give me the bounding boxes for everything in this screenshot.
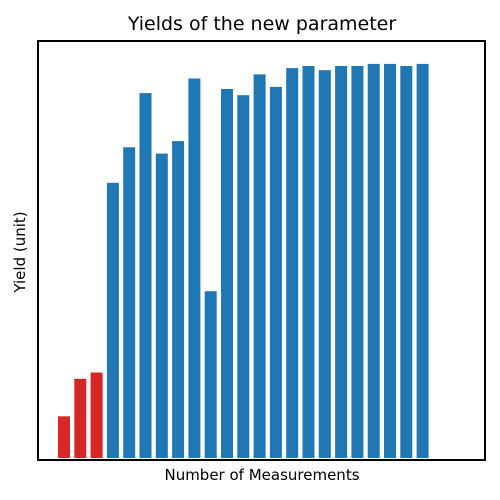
- bar: [188, 78, 201, 458]
- bar: [172, 141, 185, 458]
- bar-series: [58, 63, 429, 459]
- x-axis-label: Number of Measurements: [164, 466, 359, 484]
- bar: [204, 291, 217, 458]
- bar: [74, 378, 87, 458]
- bar: [384, 63, 396, 459]
- bar: [58, 416, 70, 458]
- bar: [335, 66, 348, 458]
- bar: [400, 66, 413, 458]
- bar: [155, 153, 168, 458]
- bar: [237, 95, 250, 458]
- bar: [318, 70, 331, 458]
- bar: [123, 147, 136, 459]
- bar: [106, 182, 119, 459]
- bar: [139, 93, 152, 458]
- plot-frame: [37, 40, 486, 461]
- bar: [221, 89, 233, 458]
- bar: [367, 63, 380, 459]
- y-axis-label: Yield (unit): [11, 211, 29, 293]
- bar: [351, 66, 364, 458]
- bar: [90, 372, 103, 458]
- bar: [269, 86, 282, 459]
- bar: [302, 66, 315, 458]
- bar: [286, 68, 299, 458]
- bar: [253, 74, 266, 459]
- chart-title: Yields of the new parameter: [127, 13, 397, 35]
- bar: [416, 63, 429, 459]
